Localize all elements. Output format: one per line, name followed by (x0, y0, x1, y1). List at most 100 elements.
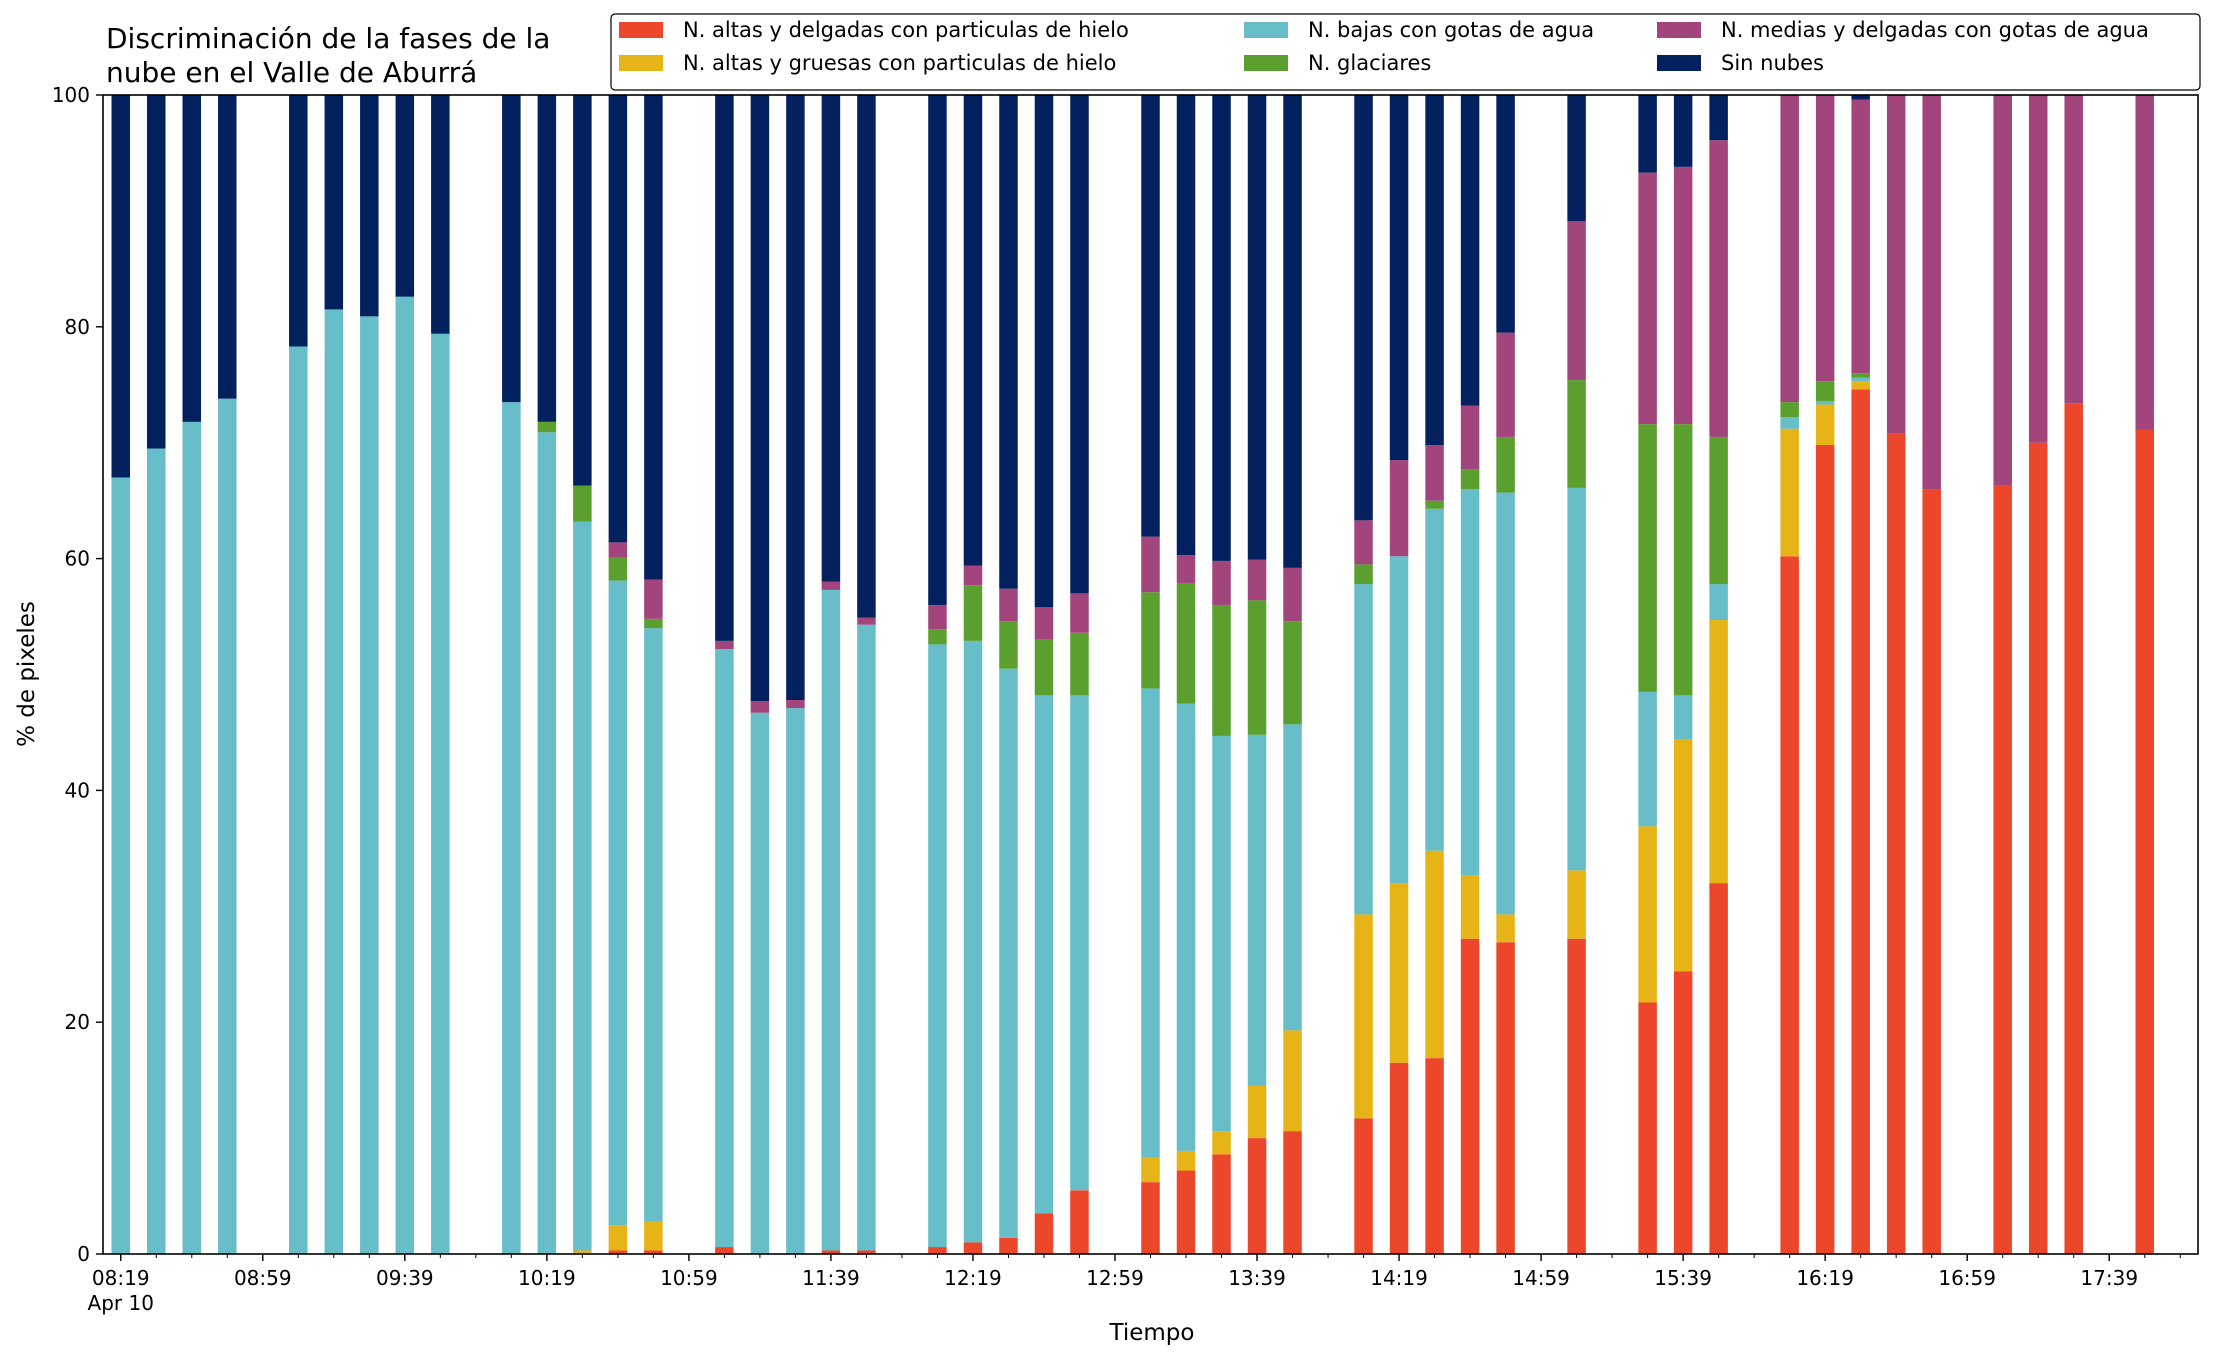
bar-segment-medias (1176, 555, 1196, 583)
bar-stack (1638, 95, 1657, 1254)
bar-segment-sin_nubes (608, 95, 628, 543)
bar-segment-medias (715, 640, 734, 649)
bar-segment-sin_nubes (821, 95, 841, 582)
x-tick-label: 10:19 (518, 1266, 576, 1290)
bar-stack (1567, 95, 1586, 1254)
legend-item-glaciares: N. glaciares (1244, 51, 1431, 75)
x-tick-label: 09:39 (376, 1266, 434, 1290)
bar-segment-bajas (1212, 735, 1231, 1132)
bar-segment-glaciares (573, 485, 592, 522)
bar-segment-bajas (1176, 703, 1196, 1151)
bar-segment-sin_nubes (928, 95, 947, 605)
bar-stack (395, 95, 415, 1254)
bar-segment-bajas (395, 296, 415, 1254)
bar-segment-altas_delgadas (1283, 1131, 1302, 1254)
bar-stack (111, 95, 130, 1255)
legend-item-altas_gruesas: N. altas y gruesas con particulas de hie… (619, 51, 1116, 75)
y-axis-label: % de pixeles (14, 601, 40, 747)
bar-segment-sin_nubes (1212, 95, 1231, 561)
bar-segment-medias (1389, 460, 1409, 557)
bar-segment-glaciares (1673, 424, 1693, 696)
bar-segment-glaciares (1070, 632, 1089, 696)
bar-stack (218, 95, 237, 1254)
bar-segment-bajas (750, 712, 770, 1254)
bar-segment-medias (1886, 95, 1906, 434)
bar-segment-bajas (360, 316, 379, 1254)
legend-label: N. altas y delgadas con particulas de hi… (683, 18, 1129, 42)
bar-segment-bajas (1247, 734, 1267, 1086)
bar-segment-sin_nubes (1070, 95, 1089, 594)
legend-label: N. bajas con gotas de agua (1308, 18, 1594, 42)
bar-segment-altas_gruesas (1709, 620, 1728, 884)
bar-segment-sin_nubes (963, 95, 983, 566)
bar-segment-glaciares (537, 421, 557, 433)
bar-segment-altas_gruesas (1780, 428, 1799, 557)
bar-stack (147, 95, 166, 1254)
bar-stack (1354, 95, 1373, 1254)
bar-segment-sin_nubes (750, 95, 770, 702)
bar-stack (963, 95, 983, 1254)
bar-segment-altas_delgadas (1070, 1190, 1089, 1254)
bar-stack (1034, 95, 1054, 1254)
bar-segment-bajas (999, 668, 1018, 1238)
bar-stack (1780, 95, 1799, 1254)
bar-segment-bajas (963, 640, 983, 1243)
bar-segment-sin_nubes (1034, 95, 1054, 608)
bar-segment-altas_delgadas (1673, 971, 1693, 1254)
bar-segment-sin_nubes (395, 95, 415, 297)
bar-segment-medias (1425, 445, 1444, 501)
bar-segment-medias (1638, 172, 1657, 425)
bar-segment-medias (999, 588, 1018, 622)
bar-segment-altas_delgadas (1034, 1213, 1054, 1254)
bar-stack (1283, 95, 1302, 1254)
bar-segment-bajas (1425, 508, 1444, 851)
bar-segment-altas_delgadas (1212, 1154, 1231, 1254)
y-tick-label: 100 (52, 83, 90, 107)
bar-segment-altas_gruesas (1247, 1085, 1267, 1139)
bar-stack (431, 95, 450, 1254)
bar-stack (608, 95, 628, 1254)
bar-stack (1176, 95, 1196, 1254)
bar-segment-glaciares (1034, 639, 1054, 696)
bar-segment-altas_delgadas (2028, 442, 2048, 1254)
bar-segment-altas_delgadas (999, 1237, 1018, 1254)
bar-segment-medias (2028, 95, 2048, 443)
x-tick-label: 12:59 (1086, 1266, 1144, 1290)
bar-segment-altas_delgadas (1922, 489, 1941, 1254)
bar-segment-sin_nubes (1673, 95, 1693, 167)
bar-segment-glaciares (1567, 380, 1586, 488)
bar-segment-sin_nubes (857, 95, 876, 618)
bar-segment-glaciares (644, 618, 663, 629)
bar-segment-sin_nubes (1283, 95, 1302, 568)
bar-segment-bajas (1389, 556, 1409, 884)
bar-segment-altas_delgadas (1886, 433, 1906, 1254)
y-tick-label: 40 (65, 778, 90, 802)
bar-segment-bajas (1780, 417, 1799, 429)
bar-stack (324, 95, 344, 1254)
bar-stack (786, 95, 805, 1254)
bar-segment-sin_nubes (218, 95, 237, 399)
bar-segment-glaciares (1141, 592, 1160, 689)
bar-segment-glaciares (1638, 424, 1657, 692)
bar-segment-altas_delgadas (1993, 485, 2012, 1255)
bar-segment-sin_nubes (360, 95, 379, 317)
bar-stack (715, 95, 734, 1254)
bar-segment-sin_nubes (1638, 95, 1657, 173)
bar-segment-glaciares (928, 629, 947, 645)
legend-box (610, 13, 2201, 91)
bar-segment-bajas (1496, 492, 1515, 915)
bar-segment-altas_gruesas (1212, 1131, 1231, 1155)
bar-stack (2028, 95, 2048, 1254)
bar-segment-glaciares (1176, 582, 1196, 704)
legend-label: N. glaciares (1308, 51, 1431, 75)
bar-segment-medias (1141, 536, 1160, 593)
bar-segment-sin_nubes (1354, 95, 1373, 521)
bar-segment-altas_gruesas (1425, 850, 1444, 1059)
bar-segment-sin_nubes (324, 95, 344, 310)
bar-segment-bajas (147, 448, 166, 1254)
bar-segment-bajas (644, 628, 663, 1222)
bar-segment-bajas (431, 333, 450, 1254)
bar-segment-glaciares (963, 585, 983, 641)
bar-segment-bajas (1638, 691, 1657, 827)
